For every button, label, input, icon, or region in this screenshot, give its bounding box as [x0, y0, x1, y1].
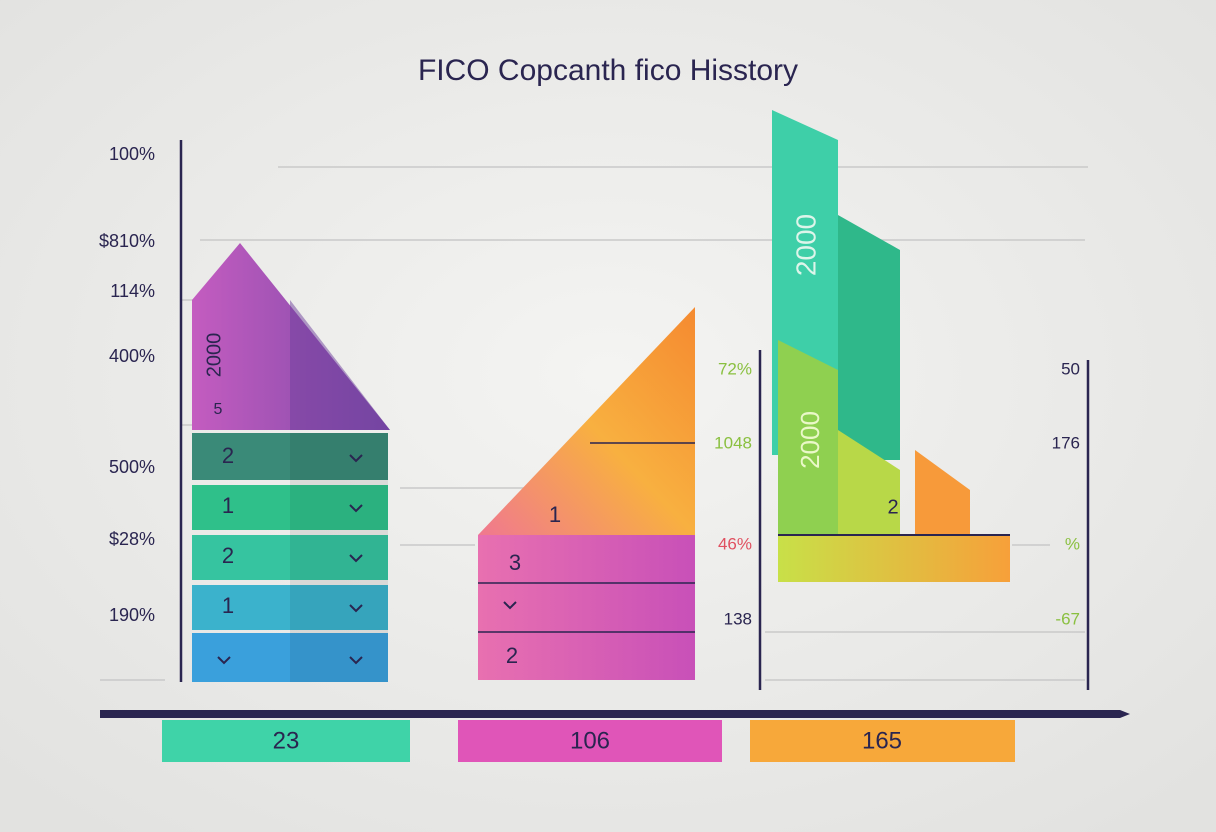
row-label: 2 [222, 443, 234, 468]
middle-axis-label: 138 [724, 609, 752, 628]
row-label: 2 [222, 543, 234, 568]
left-axis-label: 114% [110, 281, 155, 301]
right-axis-label: -67 [1055, 609, 1080, 628]
right-axis-label: % [1065, 534, 1080, 553]
baseline [100, 710, 1130, 718]
row-label: 1 [222, 493, 234, 518]
middle-axis-label: 46% [718, 534, 752, 553]
right-axis-label: 176 [1052, 433, 1080, 452]
left-axis-label: 400% [109, 346, 155, 366]
left-axis-label: 100% [109, 144, 155, 164]
stack-label: 2 [506, 643, 518, 668]
button-label: 106 [570, 727, 610, 754]
left-axis-label: $28% [109, 529, 155, 549]
side-label: 2000 [203, 333, 225, 378]
middle-axis-label: 72% [718, 359, 752, 378]
title: FICO Copcanth fico Hisstory [418, 54, 798, 87]
side-label: 5 [214, 401, 223, 418]
right-chart [772, 110, 1010, 582]
middle-axis-label: 1048 [714, 433, 752, 452]
left-stack [192, 243, 390, 682]
right-axis-label: 50 [1061, 359, 1080, 378]
chart-label: 2000 [795, 411, 825, 469]
chart-label: 2000 [790, 214, 821, 276]
button-label: 165 [862, 727, 902, 754]
footer-buttons [162, 720, 1015, 762]
left-axis-label: 500% [109, 457, 155, 477]
chart-label: 2 [887, 496, 898, 518]
stack-label: 3 [509, 550, 521, 575]
axes [179, 140, 1090, 690]
button-label: 23 [273, 727, 300, 754]
grid [100, 166, 1088, 681]
row-label: 1 [222, 593, 234, 618]
left-axis-label: $810% [99, 231, 155, 251]
left-axis-label: 190% [109, 605, 155, 625]
stack-label: 1 [549, 502, 561, 527]
middle-stack [478, 307, 695, 680]
